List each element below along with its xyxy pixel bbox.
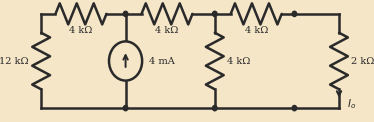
Text: $I_o$: $I_o$ (347, 97, 356, 111)
Circle shape (292, 106, 297, 111)
Text: 4 kΩ: 4 kΩ (245, 26, 268, 35)
Circle shape (212, 11, 217, 16)
Text: 4 kΩ: 4 kΩ (155, 26, 179, 35)
Circle shape (212, 106, 217, 111)
Text: 2 kΩ: 2 kΩ (351, 56, 374, 66)
Text: 12 kΩ: 12 kΩ (0, 56, 29, 66)
Circle shape (292, 11, 297, 16)
Text: 4 kΩ: 4 kΩ (69, 26, 93, 35)
Text: 4 kΩ: 4 kΩ (227, 56, 250, 66)
Circle shape (123, 11, 128, 16)
Text: 4 mA: 4 mA (150, 56, 175, 66)
Circle shape (123, 106, 128, 111)
